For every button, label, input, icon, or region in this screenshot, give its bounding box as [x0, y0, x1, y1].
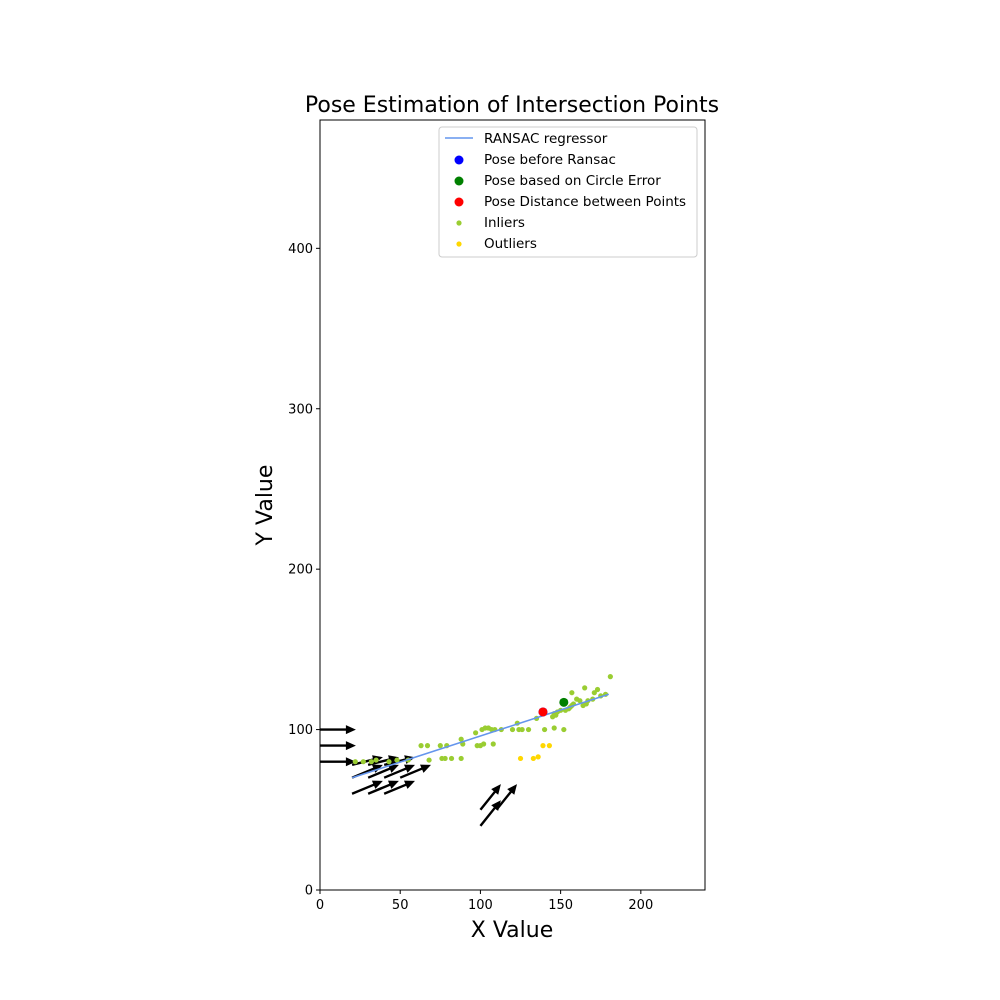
inlier-point-9 [426, 757, 432, 763]
data-layer [320, 674, 613, 827]
legend-label: Pose before Ransac [484, 152, 616, 168]
quiver-arrow-8 [383, 764, 415, 779]
inlier-point-12 [442, 755, 448, 762]
legend-label: Outliers [484, 236, 537, 252]
legend-entry-ransac-regressor: RANSAC regressor [445, 131, 608, 147]
inlier-point-57 [594, 686, 601, 693]
inlier-point-50 [577, 698, 583, 704]
inlier-point-35 [541, 726, 548, 733]
inlier-point-14 [448, 755, 455, 762]
axis-layer: 0 50 100 150 200 0 100 200 300 400 [288, 242, 653, 913]
legend-box [438, 126, 698, 258]
inlier-point-39 [551, 725, 557, 731]
chart-title: Pose Estimation of Intersection Points [305, 93, 719, 118]
inlier-point-32 [519, 726, 525, 733]
quiver-arrow-11 [367, 780, 399, 795]
legend-label: Pose Distance between Points [484, 194, 686, 210]
quiver-arrow-1 [320, 741, 356, 751]
inlier-point-1 [360, 759, 366, 765]
inlier-point-29 [509, 726, 516, 733]
outlier-point-1 [530, 755, 536, 762]
inlier-point-21 [481, 741, 487, 747]
legend: RANSAC regressor Pose before Ransac Pose b… [438, 126, 698, 258]
inlier-point-16 [458, 736, 464, 742]
inlier-point-18 [473, 730, 479, 736]
legend-label: RANSAC regressor [484, 131, 608, 147]
x-tick-label: 100 [468, 898, 493, 913]
inlier-point-33 [525, 726, 532, 733]
quiver-arrow-15 [479, 800, 501, 827]
inlier-point-52 [582, 685, 588, 691]
quiver-arrow-9 [399, 764, 431, 779]
quiver-arrow-2 [320, 757, 356, 767]
inlier-point-4 [386, 759, 392, 765]
pose-distance-points-marker [538, 707, 548, 717]
inlier-point-10 [437, 743, 443, 749]
legend-label: Inliers [484, 215, 525, 231]
inlier-point-5 [394, 757, 400, 763]
legend-marker-swatch [456, 241, 462, 247]
outlier-point-4 [546, 743, 552, 749]
legend-marker-swatch [454, 155, 464, 165]
outlier-point-3 [540, 743, 546, 749]
y-tick-label: 0 [305, 884, 313, 899]
legend-marker-swatch [456, 220, 462, 226]
x-tick-label: 0 [316, 898, 324, 913]
legend-marker-swatch [454, 197, 464, 207]
outlier-point-0 [517, 755, 524, 762]
x-tick-label: 150 [548, 898, 573, 913]
y-axis-label: Y Value [253, 465, 278, 547]
legend-entry-inliers: Inliers [456, 215, 525, 231]
legend-entry-outliers: Outliers [456, 236, 537, 252]
inlier-point-60 [607, 674, 613, 680]
outlier-point-2 [535, 754, 541, 760]
inlier-point-48 [569, 690, 575, 696]
quiver-arrow-0 [320, 725, 356, 735]
legend-label: Pose based on Circle Error [484, 173, 661, 189]
legend-entry-pose-based-on-circle-error: Pose based on Circle Error [454, 173, 661, 189]
x-axis-label: X Value [471, 918, 553, 943]
x-tick-label: 200 [628, 898, 653, 913]
inlier-point-2 [368, 759, 374, 765]
inlier-point-7 [418, 743, 424, 749]
inlier-point-56 [591, 690, 597, 696]
quiver-arrow-13 [479, 784, 501, 811]
pose-circle-error-marker [559, 697, 569, 707]
quiver-arrow-12 [383, 780, 415, 795]
inlier-point-0 [352, 759, 358, 765]
y-tick-label: 400 [288, 242, 313, 257]
x-tick-label: 50 [392, 898, 409, 913]
inlier-point-3 [373, 757, 379, 763]
legend-marker-swatch [454, 176, 464, 186]
legend-entry-pose-before-ransac: Pose before Ransac [454, 152, 616, 168]
ransac-regressor-line [351, 693, 609, 779]
y-tick-label: 300 [288, 402, 313, 417]
quiver-arrow-14 [495, 784, 517, 811]
plot-frame [319, 119, 706, 891]
quiver-arrow-10 [351, 780, 383, 795]
y-tick-label: 100 [288, 723, 313, 738]
inlier-point-26 [490, 741, 496, 747]
inlier-point-15 [458, 755, 464, 762]
inlier-point-42 [561, 726, 567, 733]
legend-entry-pose-distance-between-points: Pose Distance between Points [454, 194, 686, 210]
y-tick-label: 200 [288, 563, 313, 578]
inlier-point-8 [424, 743, 431, 749]
quiver-arrow-7 [367, 764, 399, 779]
